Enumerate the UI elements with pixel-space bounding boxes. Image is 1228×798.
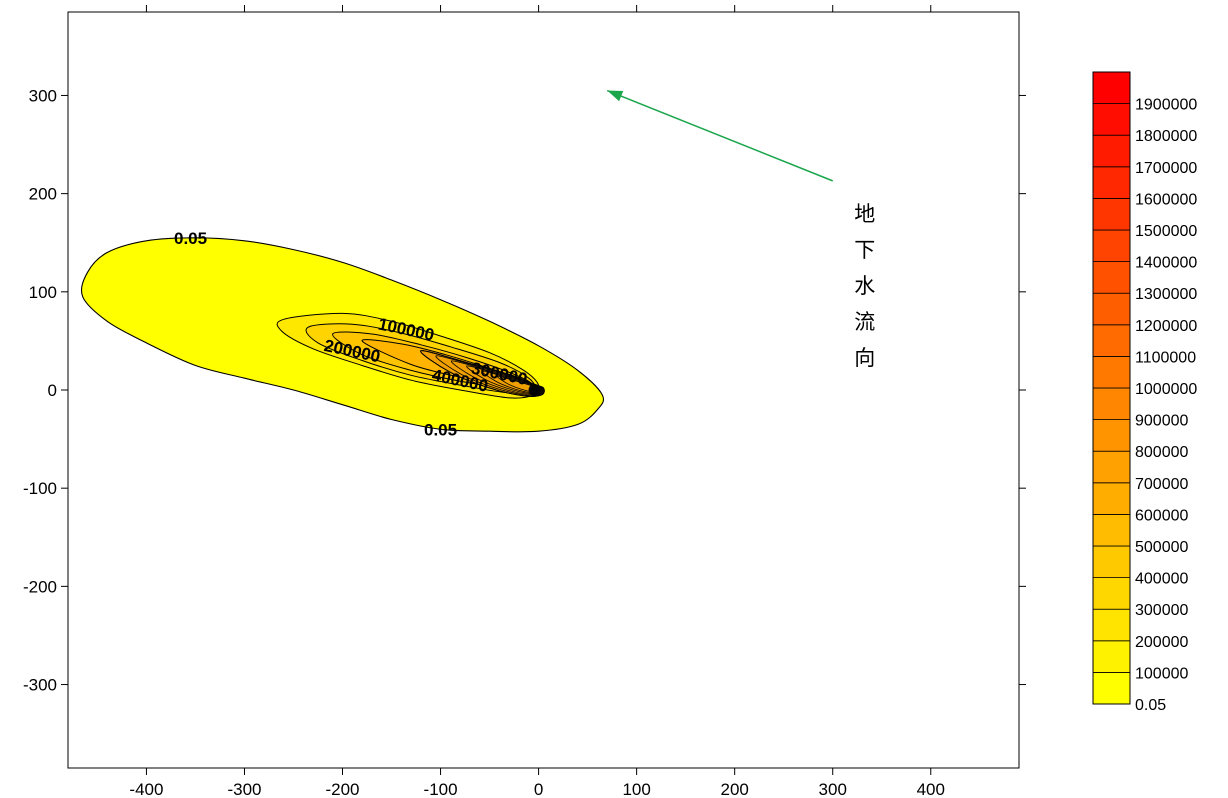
colorbar-swatch — [1092, 608, 1131, 642]
flow-direction-char: 下 — [854, 239, 875, 262]
colorbar-label: 200000 — [1135, 634, 1188, 651]
colorbar-swatch — [1092, 640, 1131, 673]
colorbar-swatch — [1092, 261, 1131, 294]
y-tick-label: -200 — [23, 577, 57, 596]
source-point — [528, 384, 541, 396]
colorbar-label: 900000 — [1135, 413, 1188, 430]
x-tick-label: -200 — [325, 780, 359, 798]
colorbar-swatch — [1092, 134, 1131, 168]
y-tick-label: 300 — [29, 86, 57, 105]
colorbar-swatch — [1092, 229, 1131, 263]
axes: -400 -300 -200 -100 0 100 200 300 400 -300 -200 -10… — [23, 5, 1026, 798]
flow-arrow-shaft — [606, 89, 834, 182]
colorbar-label: 1800000 — [1135, 128, 1197, 145]
x-tick-label: -400 — [129, 780, 163, 798]
colorbar-swatch — [1092, 355, 1131, 389]
colorbar-swatch — [1092, 672, 1131, 705]
colorbar-swatch — [1092, 324, 1131, 357]
contour-line-near-source — [420, 350, 545, 397]
colorbar-swatch — [1092, 450, 1131, 484]
colorbar-swatch — [1092, 387, 1131, 421]
flow-direction-char: 向 — [854, 347, 875, 370]
colorbar-swatch — [1092, 197, 1131, 231]
colorbar-label: 1000000 — [1135, 381, 1197, 398]
contour-label: 0.05 — [174, 229, 207, 248]
flow-arrow-head — [607, 90, 624, 102]
colorbar-swatch — [1092, 514, 1131, 547]
x-tick-label: 0 — [534, 780, 543, 798]
colorbar-swatch — [1092, 292, 1131, 326]
colorbar-label: 1400000 — [1135, 255, 1197, 272]
flow-direction-char: 水 — [854, 275, 875, 298]
flow-direction-char: 流 — [854, 311, 875, 334]
colorbar-label: 1300000 — [1135, 286, 1197, 303]
x-tick-label: 400 — [917, 780, 945, 798]
contour-line-near-source — [466, 365, 543, 395]
x-tick-label: 300 — [819, 780, 847, 798]
colorbar-swatch — [1092, 545, 1131, 579]
contour-line-near-source — [435, 355, 544, 396]
colorbar-swatch — [1092, 419, 1131, 452]
y-tick-label: -300 — [23, 676, 57, 695]
flow-direction-char: 地 — [854, 203, 875, 226]
colorbar-label: 300000 — [1135, 602, 1188, 619]
colorbar-label: 600000 — [1135, 507, 1188, 524]
contour-label: 0.05 — [424, 420, 457, 439]
y-tick-label: 200 — [29, 185, 57, 204]
x-tick-label: 200 — [720, 780, 748, 798]
y-tick-label: 0 — [48, 381, 57, 400]
colorbar-swatch — [1092, 166, 1131, 199]
colorbar-label: 1200000 — [1135, 318, 1197, 335]
x-tick-label: 100 — [622, 780, 650, 798]
colorbar-label: 1600000 — [1135, 191, 1197, 208]
colorbar-label: 100000 — [1135, 665, 1188, 682]
colorbar: 0.05 100000 200000 300000 400000 500000 600000… — [1092, 71, 1197, 714]
colorbar-label: 800000 — [1135, 444, 1188, 461]
colorbar-swatch — [1092, 71, 1131, 105]
plot-area — [80, 237, 605, 433]
colorbar-swatch — [1092, 103, 1131, 136]
colorbar-label: 700000 — [1135, 476, 1188, 493]
y-tick-label: -100 — [23, 479, 57, 498]
colorbar-label: 1100000 — [1135, 349, 1196, 366]
colorbar-swatch — [1092, 482, 1131, 515]
y-tick-label: 100 — [29, 283, 57, 302]
colorbar-label: 1900000 — [1135, 97, 1197, 114]
colorbar-label: 1500000 — [1135, 223, 1197, 240]
colorbar-label: 400000 — [1135, 571, 1188, 588]
flow-direction-label: 地下水流向 — [854, 203, 875, 370]
colorbar-swatch — [1092, 577, 1131, 610]
colorbar-label: 500000 — [1135, 539, 1188, 556]
colorbar-label: 0.05 — [1135, 697, 1166, 714]
colorbar-frame — [1092, 71, 1131, 705]
flow-direction-annotation: 地下水流向 — [606, 89, 875, 370]
x-tick-label: -100 — [424, 780, 458, 798]
contour-line-near-source — [481, 370, 542, 394]
contour-line-near-source — [450, 360, 544, 396]
contour-line-near-source — [496, 375, 542, 393]
x-tick-label: -300 — [227, 780, 261, 798]
colorbar-label: 1700000 — [1135, 160, 1197, 177]
